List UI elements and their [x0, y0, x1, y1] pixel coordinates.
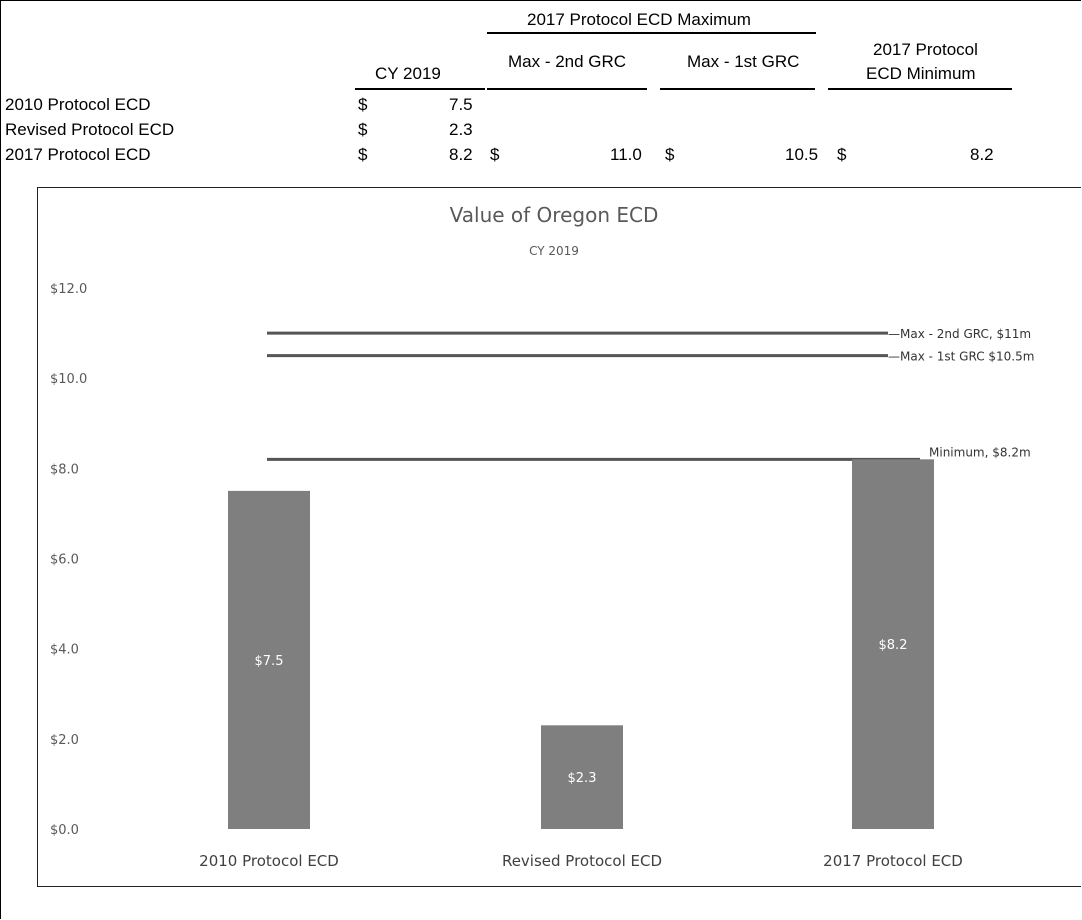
bars: $7.5 $2.3 $8.2: [228, 459, 934, 829]
header-min-line1: 2017 Protocol: [873, 40, 978, 59]
chart-title: Value of Oregon ECD: [450, 203, 659, 227]
y-axis: $0.0 $2.0 $4.0 $6.0 $8.0 $10.0 $12.0: [50, 282, 87, 838]
reference-lines: —Max - 2nd GRC, $11m —Max - 1st GRC $10.5…: [267, 327, 1034, 461]
chart-subtitle: CY 2019: [529, 244, 579, 258]
reference-line-label: —Max - 2nd GRC, $11m: [888, 327, 1031, 341]
x-tick-label: 2017 Protocol ECD: [823, 852, 963, 870]
y-tick-label: $2.0: [50, 733, 79, 748]
bar: [852, 459, 934, 829]
y-tick-label: $8.0: [50, 462, 79, 477]
x-tick-label: Revised Protocol ECD: [502, 852, 662, 870]
row-value-2010-cy: 7.5: [449, 95, 473, 114]
row-value-2017-cy: 8.2: [449, 145, 473, 164]
y-tick-label: $6.0: [50, 553, 79, 568]
group-header: 2017 Protocol ECD Maximum: [527, 10, 751, 29]
bar: [228, 490, 310, 829]
header-max1: Max - 1st GRC: [687, 52, 800, 71]
row-value-revised-cy: 2.3: [449, 120, 473, 139]
data-label: $2.3: [568, 771, 597, 786]
reference-line-label: Minimum, $8.2m: [929, 445, 1031, 459]
data-label: $8.2: [879, 638, 908, 653]
header-max1-underline: [660, 88, 815, 90]
row-label-revised: Revised Protocol ECD: [5, 120, 175, 139]
header-max2-underline: [487, 88, 647, 90]
y-tick-label: $12.0: [50, 282, 87, 297]
row-currency-2017-max1: $: [665, 145, 675, 164]
x-axis: 2010 Protocol ECD Revised Protocol ECD 201…: [199, 852, 963, 870]
data-label: $7.5: [255, 654, 284, 669]
group-header-underline: [487, 32, 816, 34]
header-cy-underline: [355, 88, 485, 90]
row-value-2017-max1: 10.5: [785, 145, 819, 164]
row-value-2017-max2: 11.0: [610, 145, 642, 164]
row-value-2017-min: 8.2: [970, 145, 994, 164]
y-tick-label: $0.0: [50, 823, 79, 838]
header-min-underline: [828, 88, 1012, 90]
row-currency-2017-cy: $: [358, 145, 368, 164]
reference-line-label: —Max - 1st GRC $10.5m: [888, 350, 1034, 364]
row-label-2010: 2010 Protocol ECD: [5, 95, 151, 114]
bar: [541, 725, 623, 829]
y-tick-label: $4.0: [50, 643, 79, 658]
x-tick-label: 2010 Protocol ECD: [199, 852, 339, 870]
header-max2: Max - 2nd GRC: [508, 52, 627, 71]
header-min-line2: ECD Minimum: [866, 64, 976, 83]
row-currency-2017-min: $: [837, 145, 847, 164]
chart-area: [37, 187, 1081, 887]
row-currency-2017-max2: $: [490, 145, 500, 164]
row-currency-revised-cy: $: [358, 120, 368, 139]
row-currency-2010-cy: $: [358, 95, 368, 114]
row-label-2017: 2017 Protocol ECD: [5, 145, 151, 164]
header-cy: CY 2019: [375, 64, 441, 83]
y-tick-label: $10.0: [50, 372, 87, 387]
